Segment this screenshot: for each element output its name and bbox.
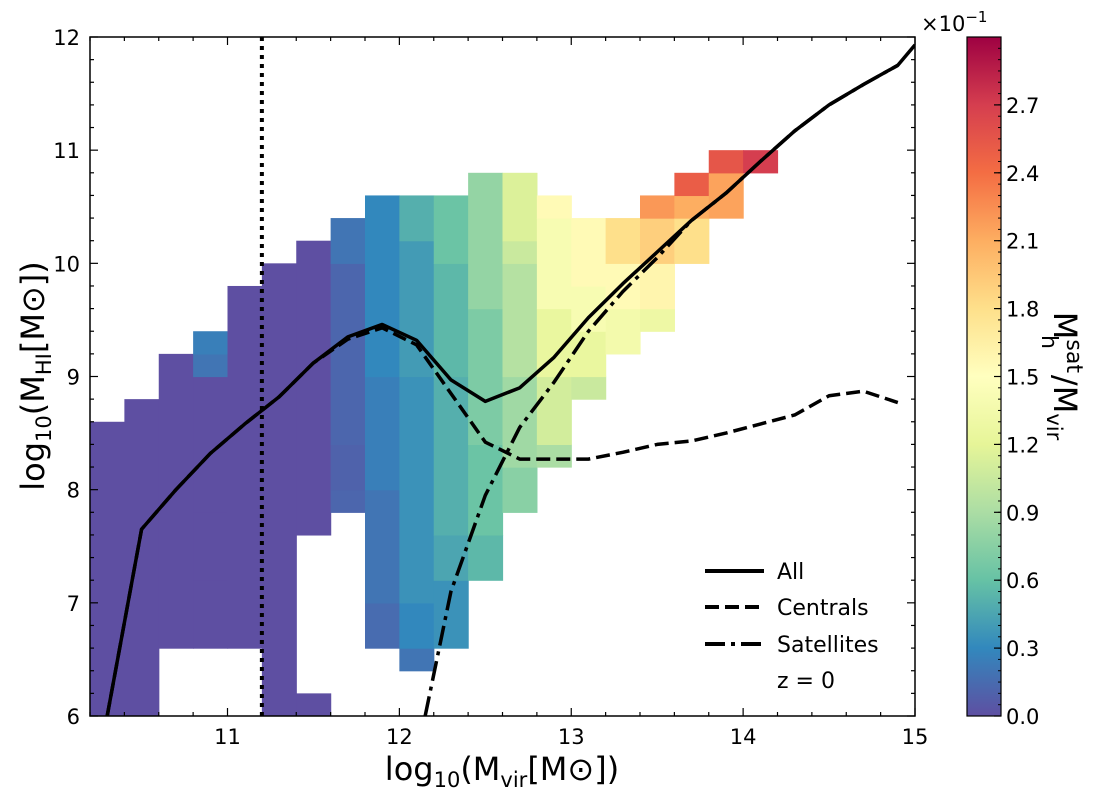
x-tick-label: 13 — [558, 725, 585, 749]
x-tick-label: 14 — [730, 725, 757, 749]
heatmap-cell — [502, 240, 538, 264]
colorbar-tick-label: 2.4 — [1006, 162, 1039, 186]
colorbar-tick-label: 1.2 — [1006, 433, 1039, 457]
colorbar-tick-label: 0.6 — [1006, 569, 1039, 593]
heatmap-cell — [365, 602, 400, 649]
x-tick-label: 11 — [214, 725, 241, 749]
colorbar-ticks: 0.0 0.3 0.6 0.9 1.2 1.5 1.8 2.1 2.4 2.7 — [994, 36, 1039, 729]
y-axis-label: log10(MHI[M⊙]) — [14, 261, 56, 490]
heatmap-cell — [296, 240, 332, 536]
heatmap-cell — [502, 263, 538, 378]
heatmap-cell — [674, 218, 710, 264]
series-line-satellites — [423, 63, 899, 716]
legend-redshift: z = 0 — [777, 669, 835, 694]
heatmap-cell — [193, 580, 229, 649]
heatmap-cell — [330, 489, 366, 513]
heatmap-cell — [571, 218, 607, 287]
heatmap-cell — [365, 489, 400, 604]
curves — [105, 37, 915, 716]
axis-ticks: 11 12 13 14 15 6 7 8 9 10 11 12 — [53, 26, 928, 749]
heatmap-cell — [536, 195, 572, 219]
heatmap-cell — [365, 376, 400, 491]
heatmap-cell — [708, 150, 744, 174]
heatmap-cell — [502, 467, 538, 513]
heatmap-cell — [330, 263, 366, 445]
heatmap-cell — [468, 444, 504, 536]
x-axis-label: log10(Mvir[M⊙]) — [385, 750, 619, 792]
heatmap-cell — [605, 308, 641, 355]
heatmap-cell — [193, 512, 229, 581]
heatmap-cell — [536, 218, 572, 310]
heatmap-cell — [640, 308, 675, 332]
heatmap-cell — [536, 444, 572, 468]
y-tick-label: 12 — [53, 26, 80, 50]
heatmap-cell — [296, 693, 332, 716]
heatmap-cell — [193, 331, 229, 355]
x-tick-label: 12 — [386, 725, 413, 749]
heatmap-cell — [227, 285, 263, 649]
heatmap-cell — [399, 195, 435, 242]
heatmap-cell — [571, 376, 607, 400]
heatmap-cell — [90, 421, 125, 716]
colorbar-tick-label: 0.3 — [1006, 637, 1039, 661]
y-tick-label: 11 — [53, 139, 80, 163]
heatmap-cell — [536, 376, 572, 445]
heatmap-cell — [433, 195, 469, 264]
heatmap-cell — [605, 218, 641, 264]
heatmap-cell — [399, 648, 435, 672]
colorbar-tick-label: 2.7 — [1006, 94, 1039, 118]
y-tick-label: 7 — [67, 592, 80, 616]
colorbar-tick-label: 1.5 — [1006, 366, 1039, 390]
heatmap-cell — [571, 331, 607, 378]
legend-label-centrals: Centrals — [777, 596, 869, 621]
y-tick-label: 9 — [67, 366, 80, 390]
y-tick-label: 10 — [53, 252, 80, 276]
heatmap-cell — [571, 285, 607, 332]
heatmap-cell — [674, 172, 710, 197]
heatmap-cell — [433, 263, 469, 378]
heatmap-cell — [330, 218, 366, 264]
heatmap-cell — [193, 353, 229, 378]
heatmap-cell — [399, 376, 435, 604]
heatmap-cell — [261, 263, 297, 716]
heatmap-cell — [640, 195, 675, 219]
legend-label-all: All — [777, 560, 804, 585]
y-tick-label: 8 — [67, 479, 80, 503]
heatmap-cell — [330, 444, 366, 491]
heatmap-cell — [399, 602, 435, 649]
series-line-centrals — [105, 326, 899, 716]
colorbar-tick-label: 0.0 — [1006, 705, 1039, 729]
heatmap-cell — [433, 580, 469, 649]
heatmap-cell — [674, 195, 710, 219]
heatmap-cell — [502, 172, 538, 242]
colorbar-tick-label: 2.1 — [1006, 230, 1039, 254]
x-tick-label: 15 — [902, 725, 929, 749]
colorbar-multiplier: ×10−1 — [921, 8, 987, 36]
y-tick-label: 6 — [67, 705, 80, 729]
heatmap-cell — [433, 376, 469, 536]
legend: All Centrals Satellites z = 0 — [705, 560, 879, 694]
heatmap-cell — [365, 195, 400, 378]
colorbar-tick-label: 1.8 — [1006, 298, 1039, 322]
colorbar-label: Msath/Mvir — [1036, 312, 1086, 441]
heatmap-cell — [124, 399, 160, 716]
heatmap-cell — [468, 172, 504, 310]
colorbar-tick-label: 0.9 — [1006, 501, 1039, 525]
heatmap-cell — [468, 534, 504, 581]
heatmap-cell — [468, 308, 504, 445]
heatmap — [90, 150, 779, 716]
legend-label-satellites: Satellites — [777, 633, 879, 658]
